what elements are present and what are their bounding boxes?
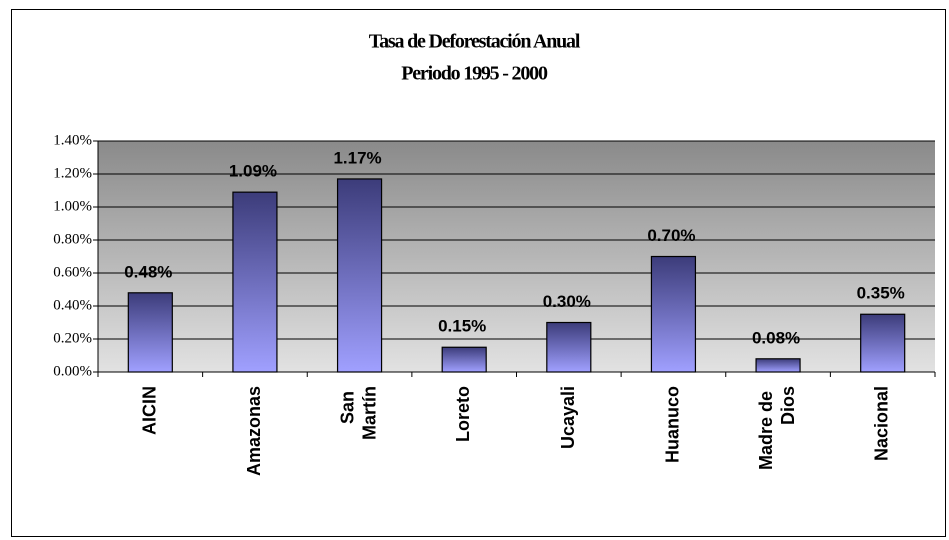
y-tick-label: 0.00% [53, 363, 92, 379]
data-label: 0.15% [438, 317, 486, 336]
y-tick-label: 0.20% [53, 330, 92, 346]
y-tick-label: 0.60% [53, 264, 92, 280]
x-tick-label: Madre de Dios [756, 386, 798, 470]
bar [755, 358, 801, 373]
x-tick-label: AICIN [139, 386, 159, 435]
bar [860, 313, 906, 373]
bar [336, 178, 383, 373]
data-label: 0.08% [752, 328, 800, 347]
bar [232, 191, 278, 373]
x-tick-label: Ucayali [558, 386, 578, 449]
data-label: 1.09% [229, 162, 277, 181]
x-tick-label: Loreto [453, 386, 473, 442]
data-label: 0.48% [124, 262, 172, 281]
x-tick-label: Amazonas [244, 386, 264, 476]
bar [127, 292, 173, 373]
y-tick-label: 0.80% [53, 231, 92, 247]
x-tick-label: San Martín [337, 386, 379, 440]
x-tick-label: Huanuco [662, 386, 682, 463]
data-label: 1.17% [333, 148, 381, 167]
bar [546, 321, 592, 373]
data-label: 0.30% [543, 292, 591, 311]
bar [441, 346, 487, 373]
y-tick-label: 1.40% [53, 132, 92, 148]
data-label: 0.35% [857, 284, 905, 303]
chart-subtitle: Periodo 1995 - 2000 [401, 63, 548, 85]
x-tick-label: Nacional [871, 386, 891, 461]
y-tick-label: 1.00% [53, 198, 92, 214]
y-tick-label: 0.40% [53, 297, 92, 313]
y-tick-label: 1.20% [53, 165, 92, 181]
bar [650, 255, 697, 373]
data-label: 0.70% [647, 226, 695, 245]
chart-title: Tasa de Deforestación Anual [369, 31, 581, 53]
plot-area [98, 141, 935, 372]
